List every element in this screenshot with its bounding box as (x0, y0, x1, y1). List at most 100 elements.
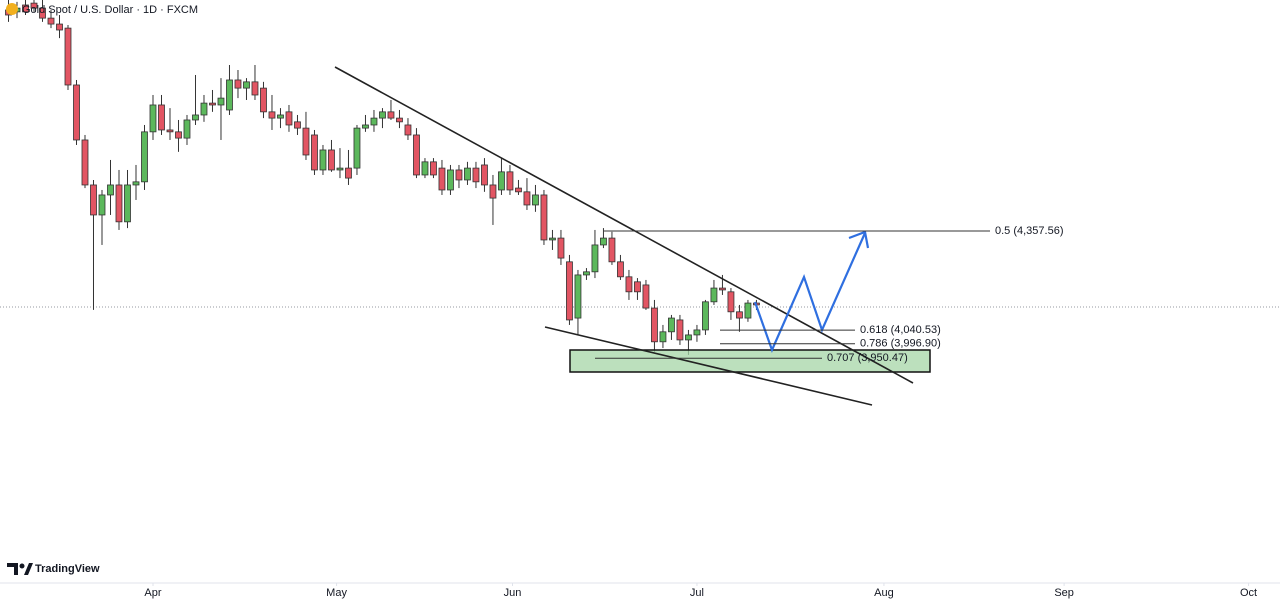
candle-body (319, 149, 327, 171)
candle-body (685, 334, 692, 341)
candle-body (73, 84, 80, 141)
candle-body (166, 129, 174, 133)
candle-body (234, 79, 242, 89)
candle-body (727, 291, 735, 313)
candle-body (625, 276, 633, 293)
projection-path (753, 232, 867, 353)
candle-body (311, 134, 318, 171)
candle-body (39, 7, 46, 19)
candle-body (438, 167, 446, 191)
fib-levels: 0.5 (4,357.56) 0.618 (4,040.53) 0.786 (3,9… (595, 225, 1064, 364)
candle-body (107, 184, 114, 196)
candle-body (370, 117, 378, 126)
candle-body (149, 104, 157, 133)
candle-body (498, 171, 505, 191)
fib-label: 0.5 (4,357.56) (995, 225, 1064, 237)
candle-body (115, 184, 123, 223)
trend-line-lower (544, 326, 873, 406)
candle-body (481, 164, 488, 186)
candle-body (659, 331, 667, 343)
candle-body (243, 81, 250, 89)
brand-logo (7, 563, 33, 575)
candle-body (124, 184, 131, 223)
candle-body (56, 23, 63, 31)
candle-body (277, 114, 284, 119)
x-tick-label: Oct (1240, 587, 1257, 599)
fib-label: 0.786 (3,996.90) (860, 338, 941, 350)
candle-body (472, 167, 480, 183)
candle-body (676, 319, 684, 341)
x-tick-label: Aug (874, 587, 894, 599)
candle-body (22, 4, 29, 13)
candle-body (336, 167, 344, 171)
candle-body (413, 134, 420, 176)
candle-body (583, 271, 590, 276)
candle-body (81, 139, 89, 186)
candle-body (702, 301, 709, 331)
fib-label: 0.618 (4,040.53) (860, 324, 941, 336)
candle-body (447, 169, 454, 191)
candle-body (285, 111, 293, 126)
candle-body (642, 284, 650, 309)
x-tick-label: Jul (690, 587, 704, 599)
candle-body (183, 119, 191, 139)
candle-body (549, 237, 556, 241)
x-tick-label: Sep (1054, 587, 1074, 599)
candle-body (489, 184, 497, 199)
candle-body (379, 111, 386, 119)
candle-body (387, 111, 395, 119)
candle-body (132, 181, 140, 186)
candle-body (464, 167, 471, 181)
candle-body (209, 102, 216, 106)
candle-body (634, 281, 641, 293)
candle-body (515, 187, 522, 193)
candle-body (591, 244, 599, 273)
candle-body (226, 79, 233, 111)
candle-body (566, 261, 573, 321)
x-tick-label: Jun (504, 587, 522, 599)
candle-body (328, 149, 335, 171)
chart-title: Gold Spot / U.S. Dollar · 1D · FXCM (22, 4, 198, 16)
candle-body (651, 307, 658, 343)
candle-body (404, 124, 412, 136)
candle-body (540, 194, 548, 241)
candle-body (90, 184, 97, 216)
brand-name: TradingView (35, 563, 100, 575)
candle-body (192, 114, 199, 121)
candle-body (353, 127, 361, 169)
candle-body (421, 161, 429, 176)
candle-body (557, 237, 565, 259)
candle-body (251, 81, 259, 96)
candle-body (693, 329, 701, 336)
candle-body (141, 131, 148, 183)
candle-body (710, 287, 718, 303)
candle-body (47, 17, 55, 25)
candle-body (430, 161, 437, 176)
candle-body (217, 97, 225, 106)
candle-body (736, 311, 743, 319)
candle-body (345, 167, 352, 179)
candles (5, 0, 760, 355)
x-tick-label: May (326, 587, 347, 599)
candle-body (608, 237, 616, 263)
x-axis: Apr May Jun Jul Aug Sep Oct (144, 583, 1257, 599)
candle-body (200, 102, 208, 116)
candle-body (175, 131, 182, 139)
candle-body (744, 302, 752, 319)
candle-body (506, 171, 514, 191)
candle-body (268, 111, 276, 119)
candle-body (260, 87, 267, 113)
demand-zone (569, 349, 931, 373)
candle-body (64, 27, 72, 86)
candle-body (158, 104, 165, 131)
candle-body (668, 317, 675, 333)
candle-body (294, 121, 301, 129)
candle-body (617, 261, 624, 278)
x-tick-label: Apr (144, 587, 161, 599)
fib-label: 0.707 (3,950.47) (827, 352, 908, 364)
candle-body (98, 194, 106, 216)
candle-body (362, 124, 369, 129)
symbol-icon (6, 3, 18, 15)
candle-body (532, 194, 539, 206)
